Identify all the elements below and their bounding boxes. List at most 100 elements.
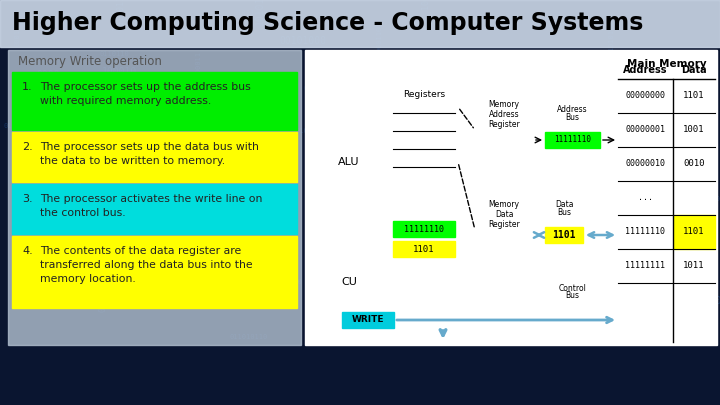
Text: 11111110: 11111110 xyxy=(625,228,665,237)
Text: Address: Address xyxy=(557,105,588,114)
Text: 011001: 011001 xyxy=(360,340,385,346)
Text: Register: Register xyxy=(488,220,520,229)
Text: 01111: 01111 xyxy=(224,193,234,222)
Text: 101001: 101001 xyxy=(79,109,85,134)
Text: 011010110: 011010110 xyxy=(229,334,267,340)
Bar xyxy=(618,57,715,342)
Text: 1010101: 1010101 xyxy=(16,169,46,175)
Text: 00110011: 00110011 xyxy=(74,121,121,131)
Text: 0010000: 0010000 xyxy=(303,84,344,94)
Text: 01001: 01001 xyxy=(489,108,514,117)
Text: 0000: 0000 xyxy=(36,70,60,80)
Bar xyxy=(8,50,301,345)
Bar xyxy=(674,215,715,249)
Text: 0011101: 0011101 xyxy=(385,149,415,155)
Text: 01010: 01010 xyxy=(692,296,720,306)
Bar xyxy=(315,112,383,212)
Text: Address: Address xyxy=(623,65,667,75)
Bar xyxy=(390,87,458,182)
Bar xyxy=(475,195,533,275)
Text: 00010010010: 00010010010 xyxy=(559,249,624,259)
Text: 1111101101: 1111101101 xyxy=(474,230,484,289)
Text: 10101110111: 10101110111 xyxy=(515,323,570,332)
Text: 0100000111: 0100000111 xyxy=(4,123,47,129)
Bar xyxy=(12,72,297,130)
Text: Bus: Bus xyxy=(565,291,580,300)
Text: 01001: 01001 xyxy=(416,151,426,180)
Text: 000101: 000101 xyxy=(609,236,634,242)
Text: 011110111: 011110111 xyxy=(697,232,707,285)
Bar xyxy=(393,221,455,237)
Text: 11111110: 11111110 xyxy=(554,136,591,145)
Text: 1000: 1000 xyxy=(281,278,298,284)
Text: 1110110: 1110110 xyxy=(207,186,213,216)
Text: 00000000: 00000000 xyxy=(625,92,665,100)
Text: the data to be written to memory.: the data to be written to memory. xyxy=(40,156,225,166)
Text: 11111: 11111 xyxy=(172,200,193,206)
Text: 1011: 1011 xyxy=(683,262,705,271)
Text: 0010010: 0010010 xyxy=(395,313,436,323)
Text: ...: ... xyxy=(637,194,652,202)
Bar xyxy=(545,132,600,148)
Text: Data: Data xyxy=(495,210,513,219)
Text: 001001101: 001001101 xyxy=(635,203,641,241)
Bar xyxy=(12,132,297,182)
Text: 01000111: 01000111 xyxy=(386,226,426,235)
Bar xyxy=(310,59,465,337)
Text: 1111: 1111 xyxy=(34,122,43,142)
Text: 00011011110: 00011011110 xyxy=(438,80,448,145)
Text: 1111: 1111 xyxy=(112,6,122,30)
Text: memory location.: memory location. xyxy=(40,274,136,284)
Text: 11001: 11001 xyxy=(142,246,171,256)
Bar xyxy=(12,184,297,234)
Text: the control bus.: the control bus. xyxy=(40,208,125,218)
Text: The processor sets up the data bus with: The processor sets up the data bus with xyxy=(40,142,259,152)
Text: 11100101100: 11100101100 xyxy=(452,89,461,144)
Bar xyxy=(545,227,583,243)
Text: 1101: 1101 xyxy=(413,245,435,254)
Text: 010110: 010110 xyxy=(503,178,513,213)
Text: 0101010101: 0101010101 xyxy=(245,163,295,172)
Text: 10101101111: 10101101111 xyxy=(255,0,265,25)
Text: Data: Data xyxy=(554,200,573,209)
Text: 101000: 101000 xyxy=(659,61,669,96)
Text: 00000010: 00000010 xyxy=(625,160,665,168)
Text: 01011: 01011 xyxy=(234,10,256,16)
Text: 0111111: 0111111 xyxy=(35,165,76,175)
Text: Address: Address xyxy=(489,110,519,119)
Text: 1101: 1101 xyxy=(683,228,705,237)
Text: 00110: 00110 xyxy=(98,287,107,312)
Text: 00010100: 00010100 xyxy=(406,70,416,117)
Text: Registers: Registers xyxy=(403,90,445,99)
Text: 111001: 111001 xyxy=(676,96,682,122)
Text: 4.: 4. xyxy=(22,246,32,256)
Text: 0010: 0010 xyxy=(683,160,705,168)
Text: 1110110: 1110110 xyxy=(610,76,645,85)
Bar xyxy=(12,236,297,308)
Bar xyxy=(0,0,720,47)
Text: 1001: 1001 xyxy=(683,126,705,134)
Text: 010010101: 010010101 xyxy=(337,115,343,153)
Text: 1011: 1011 xyxy=(143,244,160,250)
Text: 00000000110: 00000000110 xyxy=(566,49,575,104)
Text: 10100: 10100 xyxy=(116,204,145,214)
Text: Memory Write operation: Memory Write operation xyxy=(18,55,162,68)
Text: Memory: Memory xyxy=(488,100,520,109)
Text: 010000110: 010000110 xyxy=(376,26,382,64)
Text: Bus: Bus xyxy=(565,113,580,122)
Text: 1101: 1101 xyxy=(552,230,576,240)
Text: 1.: 1. xyxy=(22,82,32,92)
Text: 1100100100: 1100100100 xyxy=(488,170,497,220)
Text: 11111: 11111 xyxy=(121,177,143,183)
Text: 3.: 3. xyxy=(22,194,32,204)
Text: 1011000: 1011000 xyxy=(419,213,425,243)
Text: 110101101: 110101101 xyxy=(161,107,167,145)
Text: 0110110: 0110110 xyxy=(99,51,129,57)
Text: Main Memory: Main Memory xyxy=(626,59,706,69)
Text: 11101011: 11101011 xyxy=(458,220,467,260)
Text: 0010: 0010 xyxy=(703,196,720,202)
Text: Bus: Bus xyxy=(557,208,571,217)
Text: Register: Register xyxy=(488,120,520,129)
Text: 01001101110: 01001101110 xyxy=(295,128,342,134)
Bar xyxy=(475,95,533,185)
